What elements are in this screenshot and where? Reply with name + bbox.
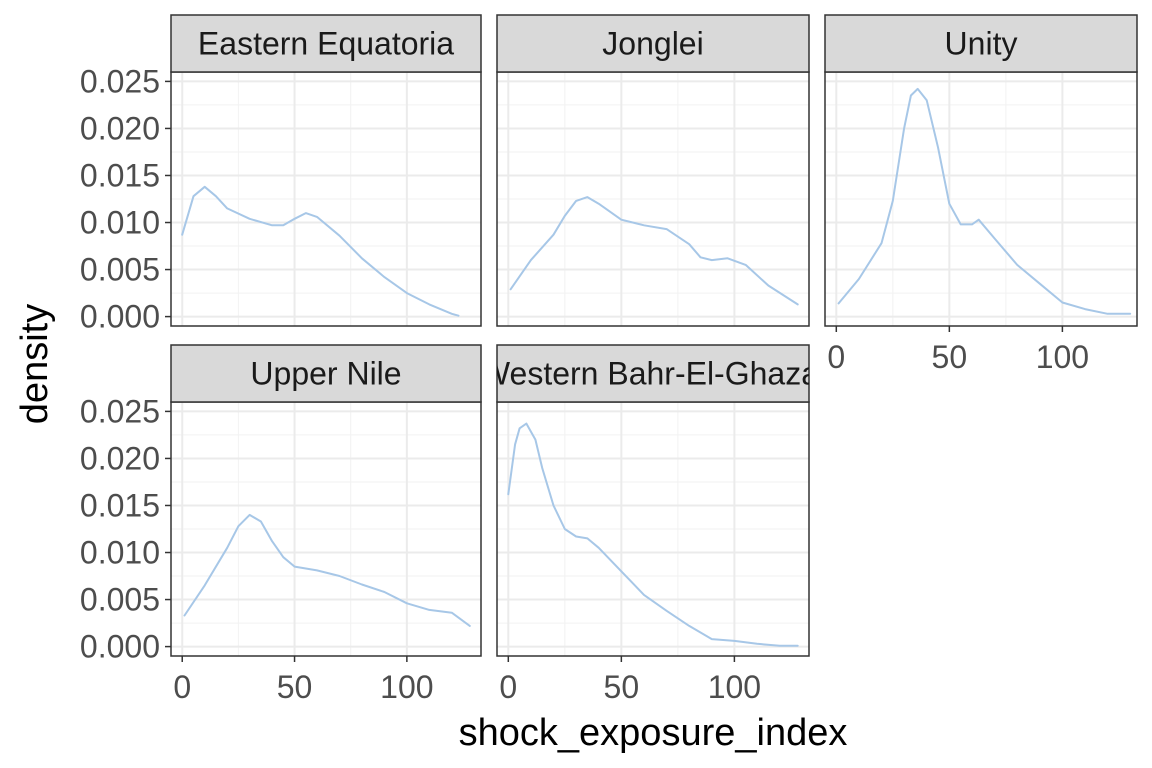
facet-strip [824,14,1138,73]
x-tick-label: 0 [173,669,191,705]
facet-panel: Eastern Equatoria 0.000 0.005 0.010 0.015 0.0… [80,14,482,335]
facet-strip-label: Jonglei [602,26,703,62]
x-tick-label: 100 [1036,339,1089,375]
x-tick-label: 100 [380,669,433,705]
y-tick-label: 0.015 [80,157,160,193]
y-axis-title: density [14,304,56,424]
facet-strip [496,344,810,403]
x-tick-label: 0 [827,339,845,375]
x-tick-label: 50 [277,669,313,705]
y-tick-label: 0.005 [80,252,160,288]
density-line [837,87,1132,315]
y-tick-label: 0.000 [80,629,160,665]
facet-strip-label: Unity [945,26,1018,62]
y-tick-label: 0.015 [80,487,160,523]
x-axis-title: shock_exposure_index [459,712,848,754]
facet-strip [170,344,482,403]
x-tick-label: 50 [932,339,968,375]
y-tick-label: 0.025 [80,63,160,99]
facet-strip [496,14,810,73]
facet-strip-label: Upper Nile [250,356,401,392]
x-tick-label: 50 [604,669,640,705]
y-tick-label: 0.010 [80,205,160,241]
density-line [181,185,460,317]
density-line [509,196,799,306]
x-tick-label: 100 [708,669,761,705]
facet-panel: Unity 0 50 100 [824,14,1138,375]
facet-panel: Jonglei [496,14,810,327]
facet-panel: Western Bahr-El-Ghazal 0 50 100 [480,344,826,705]
facet-strip [170,14,482,73]
facet-panel: Upper Nile 0.000 0.005 0.010 0.015 0.020 0.025… [80,344,482,705]
facet-strip-label: Western Bahr-El-Ghazal [480,356,826,392]
y-tick-label: 0.020 [80,110,160,146]
facet-strip-label: Eastern Equatoria [198,26,454,62]
y-tick-label: 0.025 [80,393,160,429]
y-tick-label: 0.000 [80,299,160,335]
y-tick-label: 0.010 [80,535,160,571]
y-tick-label: 0.005 [80,582,160,618]
x-tick-label: 0 [499,669,517,705]
density-line [507,422,799,647]
y-tick-label: 0.020 [80,440,160,476]
density-line [183,513,471,627]
